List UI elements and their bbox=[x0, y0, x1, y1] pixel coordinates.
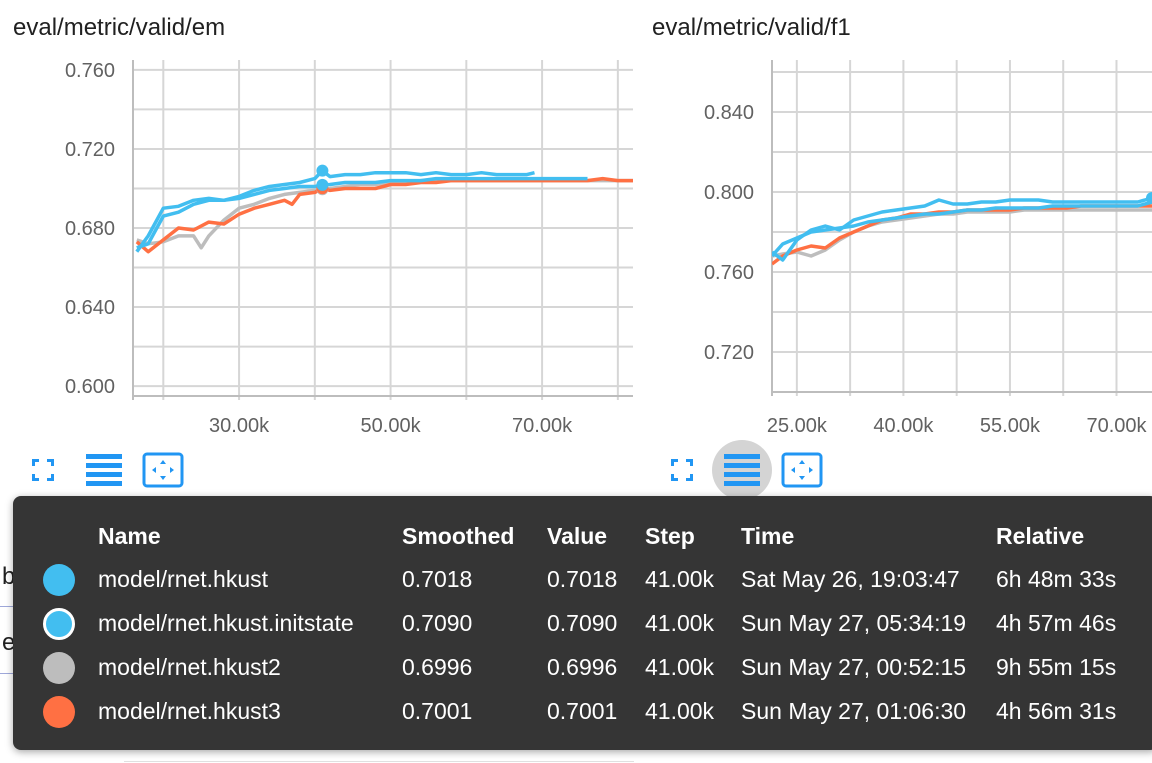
hover-tooltip: Name Smoothed Value Step Time Relative m… bbox=[13, 496, 1152, 750]
tooltip-cell-time: Sun May 27, 01:06:30 bbox=[741, 698, 967, 724]
x-tick-label: 50.00k bbox=[361, 415, 422, 437]
tooltip-cell-smoothed: 0.6996 bbox=[402, 654, 473, 680]
x-tick-label: 40.00k bbox=[873, 415, 934, 437]
run-color-swatch bbox=[43, 696, 75, 728]
list-icon bbox=[86, 454, 122, 486]
y-tick-label: 0.720 bbox=[65, 139, 115, 161]
run-color-swatch bbox=[43, 652, 75, 684]
tooltip-cell-time: Sat May 26, 19:03:47 bbox=[741, 566, 960, 592]
tooltip-cell-value: 0.6996 bbox=[547, 654, 618, 680]
tooltip-cell-value: 0.7018 bbox=[547, 566, 618, 592]
tooltip-cell-step: 41.00k bbox=[645, 698, 715, 724]
tooltip-cell-name: model/rnet.hkust3 bbox=[98, 698, 281, 724]
tooltip-cell-time: Sun May 27, 00:52:15 bbox=[741, 654, 967, 680]
tooltip-cell-value: 0.7090 bbox=[547, 610, 618, 636]
series-line-model-rnet-hkust3 bbox=[772, 204, 1152, 266]
y-tick-label: 0.640 bbox=[65, 297, 115, 319]
fullscreen-toggle-button-em[interactable] bbox=[21, 448, 65, 492]
chart-em: 0.760 0.720 0.680 0.640 0.600 30.00k 50.00k 70.… bbox=[65, 60, 633, 437]
run-color-swatch bbox=[43, 564, 75, 596]
tooltip-cell-relative: 9h 55m 15s bbox=[996, 654, 1117, 680]
tooltip-cell-name: model/rnet.hkust2 bbox=[98, 654, 281, 680]
series-end-point bbox=[1146, 192, 1152, 204]
series-line-model-rnet-hkust2 bbox=[136, 178, 633, 250]
y-tick-label: 0.720 bbox=[704, 342, 754, 364]
tooltip-cell-smoothed: 0.7090 bbox=[402, 610, 473, 636]
tooltip-cell-relative: 4h 56m 31s bbox=[996, 698, 1117, 724]
tooltip-cell-name: model/rnet.hkust.initstate bbox=[98, 610, 354, 636]
header-smoothed: Smoothed bbox=[402, 523, 515, 549]
tooltip-cell-step: 41.00k bbox=[645, 566, 715, 592]
tooltip-cell-smoothed: 0.7001 bbox=[402, 698, 473, 724]
header-value: Value bbox=[547, 523, 608, 549]
fullscreen-toggle-button-f1[interactable] bbox=[660, 448, 704, 492]
x-tick-label: 55.00k bbox=[980, 415, 1041, 437]
header-name: Name bbox=[98, 523, 161, 549]
fit-domain-button-f1[interactable] bbox=[780, 448, 824, 492]
tooltip-cell-step: 41.00k bbox=[645, 654, 715, 680]
y-tick-label: 0.840 bbox=[704, 102, 754, 124]
header-step: Step bbox=[645, 523, 695, 549]
tooltip-cell-relative: 6h 48m 33s bbox=[996, 566, 1117, 592]
x-tick-label: 30.00k bbox=[209, 415, 270, 437]
fit-domain-button-em[interactable] bbox=[141, 448, 185, 492]
chart-f1: 0.840 0.800 0.760 0.720 25.00k 40.00k 55.00k 70… bbox=[704, 60, 1152, 437]
expand-icon bbox=[32, 459, 54, 481]
series-line-model-rnet-hkust-initstate bbox=[135, 168, 535, 253]
y-tick-label: 0.600 bbox=[65, 376, 115, 398]
toggle-log-scale-button-em[interactable] bbox=[82, 448, 126, 492]
x-tick-label: 70.00k bbox=[1086, 415, 1147, 437]
header-time: Time bbox=[741, 523, 795, 549]
list-icon bbox=[724, 454, 760, 486]
header-relative: Relative bbox=[996, 523, 1085, 549]
series-line-model-rnet-hkust-initstate bbox=[772, 196, 1152, 262]
toggle-log-scale-button-f1[interactable] bbox=[712, 440, 772, 500]
series-line-model-rnet-hkust3 bbox=[135, 176, 633, 254]
tooltip-cell-name: model/rnet.hkust bbox=[98, 566, 269, 592]
chart-title-em: eval/metric/valid/em bbox=[13, 14, 226, 41]
chart-title-f1: eval/metric/valid/f1 bbox=[652, 14, 851, 41]
tooltip-cell-step: 41.00k bbox=[645, 610, 715, 636]
fit-to-data-icon bbox=[781, 452, 823, 488]
hover-point-model-rnet-hkust-initstate bbox=[316, 164, 329, 177]
x-tick-label: 70.00k bbox=[512, 415, 573, 437]
y-tick-label: 0.680 bbox=[65, 218, 115, 240]
y-tick-label: 0.760 bbox=[65, 60, 115, 82]
x-tick-label: 25.00k bbox=[767, 415, 828, 437]
tooltip-cell-value: 0.7001 bbox=[547, 698, 618, 724]
hover-point-model-rnet-hkust bbox=[316, 178, 329, 191]
y-tick-label: 0.800 bbox=[704, 182, 754, 204]
tooltip-cell-relative: 4h 57m 46s bbox=[996, 610, 1117, 636]
fit-to-data-icon bbox=[142, 452, 184, 488]
y-tick-label: 0.760 bbox=[704, 262, 754, 284]
divider bbox=[124, 761, 634, 762]
tooltip-cell-time: Sun May 27, 05:34:19 bbox=[741, 610, 967, 636]
tooltip-cell-smoothed: 0.7018 bbox=[402, 566, 473, 592]
expand-icon bbox=[671, 459, 693, 481]
run-color-swatch bbox=[43, 608, 75, 640]
